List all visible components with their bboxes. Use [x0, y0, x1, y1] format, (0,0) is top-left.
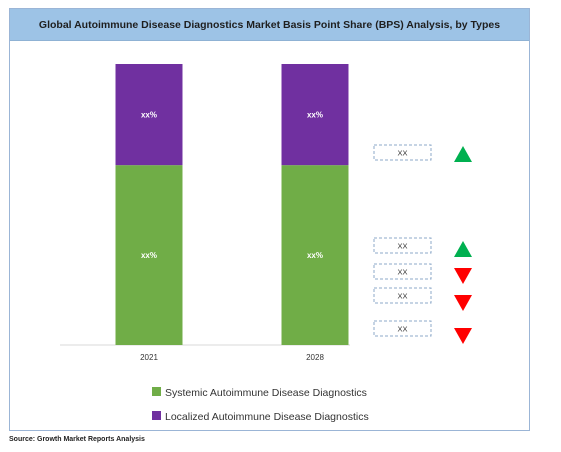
data-label-2021-series-1: xx% [141, 111, 157, 120]
annotation-label-3: XX [397, 292, 407, 301]
bar-2028-series-1 [281, 64, 349, 166]
down-arrow-icon-4 [454, 328, 472, 344]
data-label-2028-series-1: xx% [307, 111, 323, 120]
annotation-box-2 [373, 263, 432, 280]
data-label-2021-series-0: xx% [141, 251, 157, 260]
down-arrow-icon-3 [454, 295, 472, 311]
bar-2028-series-0 [281, 165, 349, 345]
annotation-label-2: XX [397, 268, 407, 277]
annotation-label-0: XX [397, 149, 407, 158]
data-label-2028-series-0: xx% [307, 251, 323, 260]
annotation-label-1: XX [397, 242, 407, 251]
chart-title: Global Autoimmune Disease Diagnostics Ma… [38, 18, 501, 31]
chart-plot: xx% xx% 2021 xx% xx% 2028 XX XX XX XX XX Systemic A… [60, 64, 472, 423]
annotation-box-0 [373, 144, 432, 161]
annotation-box-3 [373, 287, 432, 304]
title-bar: Global Autoimmune Disease Diagnostics Ma… [10, 9, 529, 41]
x-tick-label-2021: 2021 [140, 353, 158, 362]
annotation-box-4 [373, 320, 432, 337]
chart-frame: Global Autoimmune Disease Diagnostics Ma… [9, 8, 530, 431]
legend-label-0: Systemic Autoimmune Disease Diagnostics [165, 387, 367, 399]
up-arrow-icon-0 [454, 146, 472, 162]
bar-2021-series-1 [115, 64, 183, 166]
x-tick-label-2028: 2028 [306, 353, 324, 362]
legend-swatch-0 [152, 387, 161, 396]
bar-2021-series-0 [115, 165, 183, 345]
up-arrow-icon-1 [454, 241, 472, 257]
source-note: Source: Growth Market Reports Analysis [9, 436, 145, 443]
legend-label-1: Localized Autoimmune Disease Diagnostics [165, 411, 369, 423]
legend-swatch-1 [152, 411, 161, 420]
annotation-label-4: XX [397, 325, 407, 334]
annotation-box-1 [373, 237, 432, 254]
down-arrow-icon-2 [454, 268, 472, 284]
